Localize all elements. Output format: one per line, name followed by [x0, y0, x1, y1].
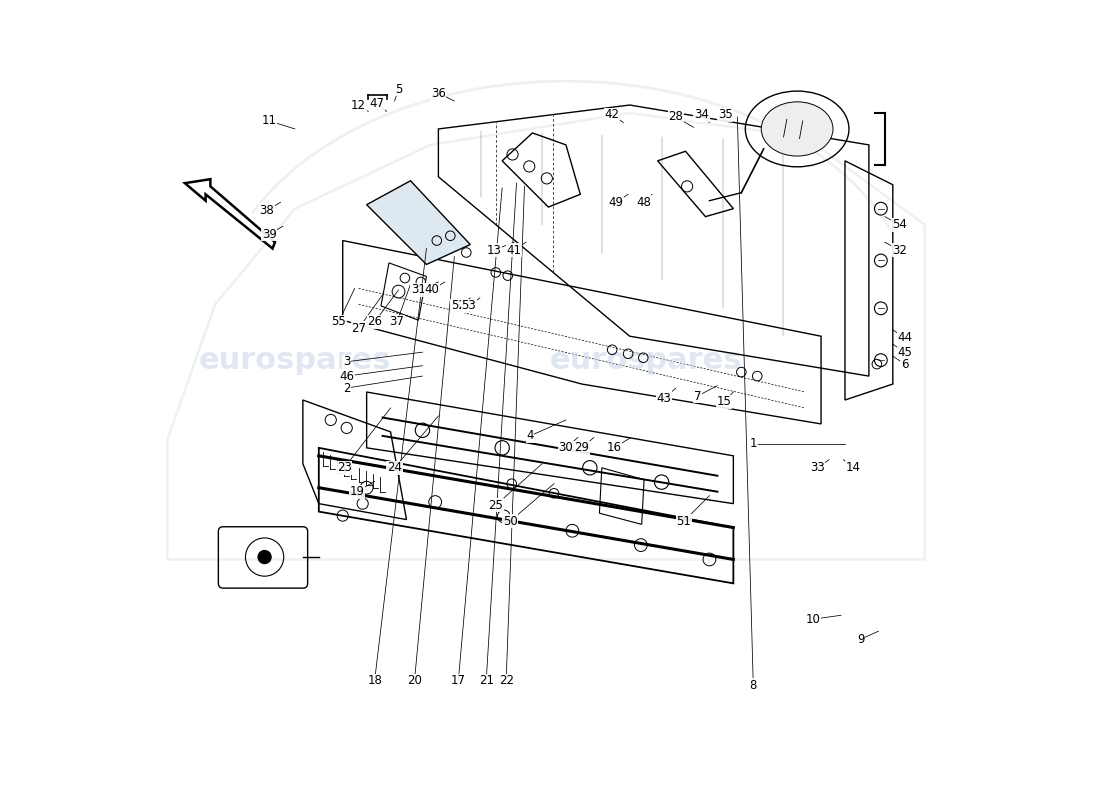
Text: 30: 30 [559, 442, 573, 454]
Text: 31: 31 [411, 283, 426, 297]
Text: 15: 15 [716, 395, 732, 408]
Text: 24: 24 [387, 462, 402, 474]
Text: 50: 50 [503, 514, 517, 528]
Text: 33: 33 [810, 462, 824, 474]
Text: 32: 32 [892, 244, 906, 257]
Polygon shape [185, 179, 275, 249]
Text: 45: 45 [898, 346, 912, 358]
Text: 53: 53 [461, 299, 476, 313]
Text: 9: 9 [857, 633, 865, 646]
Text: 37: 37 [389, 315, 405, 328]
Text: 21: 21 [478, 674, 494, 687]
Text: 36: 36 [431, 86, 446, 99]
Text: 38: 38 [260, 204, 274, 217]
Text: 27: 27 [351, 322, 366, 334]
Text: 12: 12 [351, 98, 366, 111]
Text: 35: 35 [718, 108, 733, 121]
Text: 43: 43 [657, 392, 671, 405]
Text: 4: 4 [526, 430, 534, 442]
Text: 40: 40 [425, 283, 439, 297]
Text: 49: 49 [608, 196, 624, 209]
Text: 19: 19 [350, 485, 364, 498]
Text: 52: 52 [451, 299, 465, 313]
Polygon shape [366, 181, 471, 265]
Text: 11: 11 [262, 114, 277, 127]
Text: 47: 47 [370, 97, 385, 110]
Text: 42: 42 [605, 108, 619, 121]
Text: 8: 8 [749, 679, 757, 692]
Text: 7: 7 [694, 390, 701, 402]
Text: 39: 39 [262, 228, 277, 241]
Text: 25: 25 [488, 498, 503, 512]
Text: 28: 28 [669, 110, 683, 123]
Text: 41: 41 [507, 244, 521, 257]
Text: 16: 16 [606, 442, 621, 454]
Text: 17: 17 [451, 674, 465, 687]
Text: eurospares: eurospares [549, 346, 741, 374]
Text: 5: 5 [395, 82, 403, 95]
Text: 54: 54 [892, 218, 906, 231]
Text: 48: 48 [637, 196, 651, 209]
Text: 13: 13 [487, 244, 502, 257]
Text: 51: 51 [676, 514, 692, 528]
Text: 44: 44 [898, 331, 912, 344]
Ellipse shape [761, 102, 833, 156]
Text: 14: 14 [846, 462, 860, 474]
Text: 20: 20 [407, 674, 422, 687]
Text: 23: 23 [337, 462, 352, 474]
Text: 1: 1 [749, 438, 757, 450]
Text: 3: 3 [343, 355, 351, 368]
Text: 22: 22 [498, 674, 514, 687]
Text: 18: 18 [367, 674, 382, 687]
Text: 2: 2 [343, 382, 351, 394]
Text: eurospares: eurospares [199, 346, 392, 374]
Text: 26: 26 [367, 315, 382, 328]
Text: 55: 55 [331, 315, 346, 328]
Text: 29: 29 [574, 442, 590, 454]
Circle shape [257, 550, 272, 564]
Text: 6: 6 [901, 358, 909, 370]
Text: 46: 46 [339, 370, 354, 382]
Text: 34: 34 [694, 108, 708, 121]
Text: 10: 10 [805, 613, 821, 626]
